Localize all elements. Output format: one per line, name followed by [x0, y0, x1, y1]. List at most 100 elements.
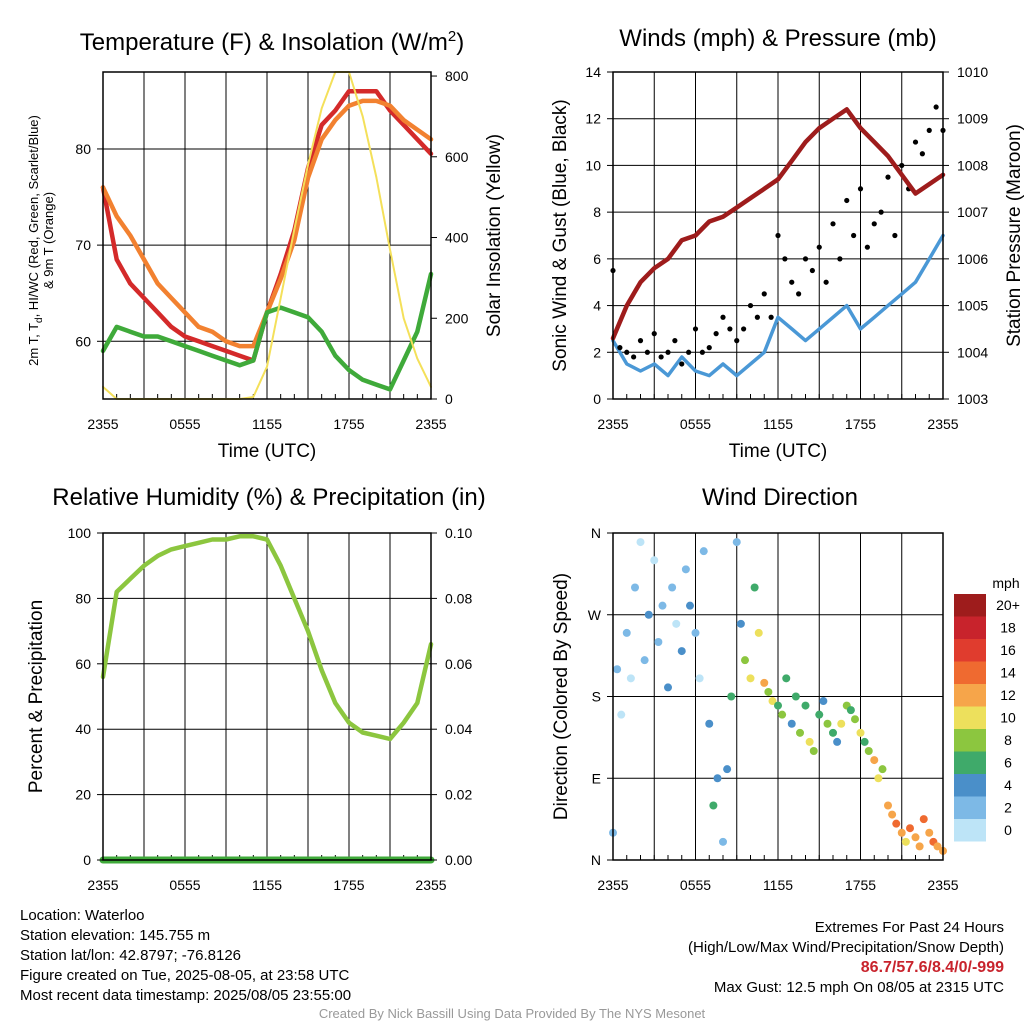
winds-y-tick-label: 4: [593, 298, 601, 314]
winds-y2-tick-label: 1003: [957, 391, 988, 407]
winds-gust-point: [713, 331, 719, 337]
humidity-y2-tick-label: 0.02: [445, 787, 472, 803]
winds-y-tick-label: 2: [593, 344, 601, 360]
winds-gust-point: [658, 354, 664, 360]
direction-point: [801, 701, 810, 710]
winds-gust-point: [864, 244, 870, 250]
direction-point: [622, 628, 631, 637]
humidity-series-rh: [100, 534, 434, 742]
winds-y2-tick-label: 1010: [957, 64, 988, 80]
winds-gust-point: [802, 256, 809, 262]
humidity-plot-border: [102, 532, 432, 861]
temperature-y2-tick-label: 0: [445, 391, 453, 407]
direction-legend-label: 14: [1000, 665, 1016, 681]
direction-point: [736, 619, 745, 628]
direction-point: [613, 665, 622, 674]
direction-x-tick-label: 2355: [927, 877, 958, 893]
temperature-x-tick-label: 2355: [87, 416, 118, 432]
direction-point: [884, 801, 892, 810]
temperature-y-axis-label-line2: & 9m T (Orange): [41, 192, 56, 289]
winds-y2-tick-label: 1005: [957, 298, 988, 314]
winds-gust-point: [672, 338, 678, 344]
direction-point: [805, 737, 814, 746]
direction-point: [719, 837, 727, 846]
winds-gust-point: [871, 221, 877, 227]
temperature-y2-tick-label: 200: [445, 310, 469, 326]
temperature-y-tick-label: 60: [75, 333, 91, 349]
humidity-y-tick-label: 20: [75, 787, 91, 803]
winds-gust-point: [617, 345, 623, 351]
direction-legend-swatch: [954, 706, 986, 729]
direction-point: [901, 837, 910, 846]
temperature-series-td_green: [100, 271, 434, 392]
winds-gust-point: [857, 186, 864, 192]
direction-point: [668, 583, 677, 592]
humidity-y2-tick-label: 0.00: [445, 852, 472, 868]
winds-gust-point: [851, 232, 857, 239]
direction-x-tick-label: 0555: [680, 877, 711, 893]
humidity-y2-tick-label: 0.04: [445, 721, 472, 737]
direction-point: [631, 583, 639, 592]
winds-gust-point: [686, 349, 692, 355]
direction-legend-swatch: [954, 684, 986, 707]
direction-point: [915, 842, 924, 851]
direction-legend-label: 20+: [996, 597, 1020, 613]
humidity-y-tick-label: 80: [75, 590, 91, 606]
direction-point: [754, 628, 763, 637]
winds-gust-point: [720, 314, 726, 320]
direction-legend-swatch: [954, 774, 986, 797]
winds-gust-point: [837, 256, 843, 262]
temperature-y2-tick-label: 800: [445, 68, 469, 84]
direction-legend-label: 16: [1000, 642, 1016, 658]
station-latlon: Station lat/lon: 42.8797; -76.8126: [20, 947, 242, 964]
direction-x-tick-label: 1755: [845, 877, 876, 893]
direction-legend-label: 6: [1004, 755, 1012, 771]
direction-point: [864, 747, 873, 755]
winds-gust-point: [631, 354, 637, 360]
temperature-plot-border: [102, 71, 432, 400]
direction-point: [672, 619, 681, 628]
humidity-y2-tick-label: 0.06: [445, 656, 472, 672]
temperature-x-tick-label: 2355: [415, 416, 446, 432]
temperature-title: Temperature (F) & Insolation (W/m2): [80, 28, 464, 56]
humidity-x-tick-label: 1755: [333, 877, 364, 893]
winds-series-pressure: [610, 107, 946, 341]
max-gust: Max Gust: 12.5 mph On 08/05 at 2315 UTC: [713, 979, 1004, 996]
winds-gust-point: [912, 139, 919, 145]
direction-point: [691, 628, 700, 637]
winds-x-tick-label: 1155: [763, 416, 793, 432]
winds-gust-point: [699, 349, 705, 355]
direction-point: [650, 556, 659, 565]
winds-x-tick-label: 1755: [845, 416, 876, 432]
humidity-y-axis-label: Percent & Precipitation: [26, 600, 47, 793]
direction-y-tick-label: W: [588, 607, 602, 623]
extremes-subtitle: (High/Low/Max Wind/Precipitation/Snow De…: [688, 939, 1004, 956]
direction-legend-swatch: [954, 661, 986, 684]
direction-legend-label: 4: [1004, 777, 1012, 793]
winds-gust-point: [768, 314, 774, 320]
direction-title: Wind Direction: [702, 484, 858, 511]
humidity-y2-tick-label: 0.08: [445, 590, 472, 606]
direction-point: [833, 737, 842, 746]
winds-y-tick-label: 14: [585, 64, 601, 80]
humidity-y-tick-label: 60: [75, 656, 91, 672]
direction-point: [695, 674, 704, 683]
winds-y-tick-label: 10: [585, 157, 601, 173]
temperature-y-tick-label: 80: [75, 141, 91, 157]
humidity-y-tick-label: 40: [75, 721, 91, 737]
winds-y2-tick-label: 1008: [957, 157, 988, 173]
direction-legend-swatch: [954, 639, 986, 662]
direction-point: [809, 747, 818, 755]
direction-legend-swatch: [954, 594, 986, 617]
temperature-y-tick-label: 70: [75, 237, 91, 253]
temperature-y-axis-label-line1: 2m T, Td, HI/WC (Red, Green, Scarlet/Blu…: [26, 115, 45, 366]
direction-point: [677, 647, 686, 656]
winds-gust-point: [830, 221, 836, 227]
direction-legend-swatch: [954, 819, 986, 842]
station-location: Location: Waterloo: [20, 907, 145, 924]
direction-point: [878, 765, 887, 774]
direction-point: [897, 828, 906, 837]
direction-legend-title: mph: [992, 575, 1019, 591]
winds-gust-point: [754, 314, 760, 320]
